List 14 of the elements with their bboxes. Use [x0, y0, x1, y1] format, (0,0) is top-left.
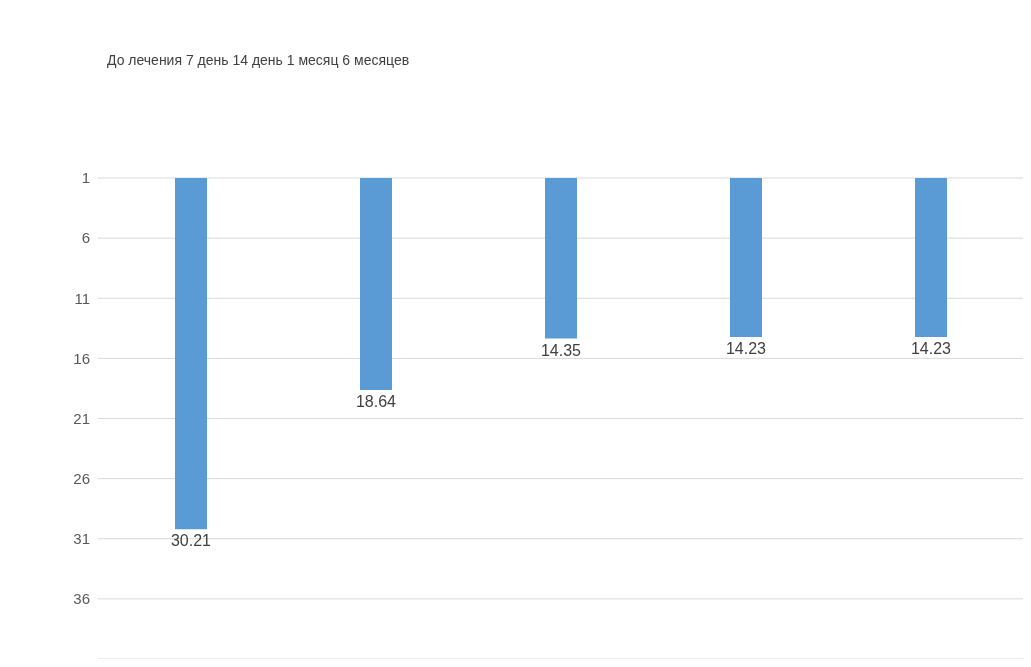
y-tick-label: 1: [81, 169, 90, 187]
y-tick-label: 36: [73, 590, 90, 608]
data-label: 30.21: [170, 532, 212, 550]
data-label: 14.23: [910, 340, 952, 358]
data-label: 18.64: [355, 393, 397, 411]
data-label: 14.23: [725, 340, 767, 358]
y-tick-label: 31: [73, 530, 90, 548]
y-tick-label: 21: [73, 409, 90, 427]
chart-title: До лечения 7 день 14 день 1 месяц 6 месяцев: [107, 52, 410, 68]
y-tick-label: 11: [74, 289, 90, 307]
y-tick-label: 6: [81, 229, 90, 247]
y-tick-label: 16: [73, 349, 90, 367]
y-tick-label: 26: [73, 469, 90, 487]
data-label: 14.35: [540, 341, 582, 359]
